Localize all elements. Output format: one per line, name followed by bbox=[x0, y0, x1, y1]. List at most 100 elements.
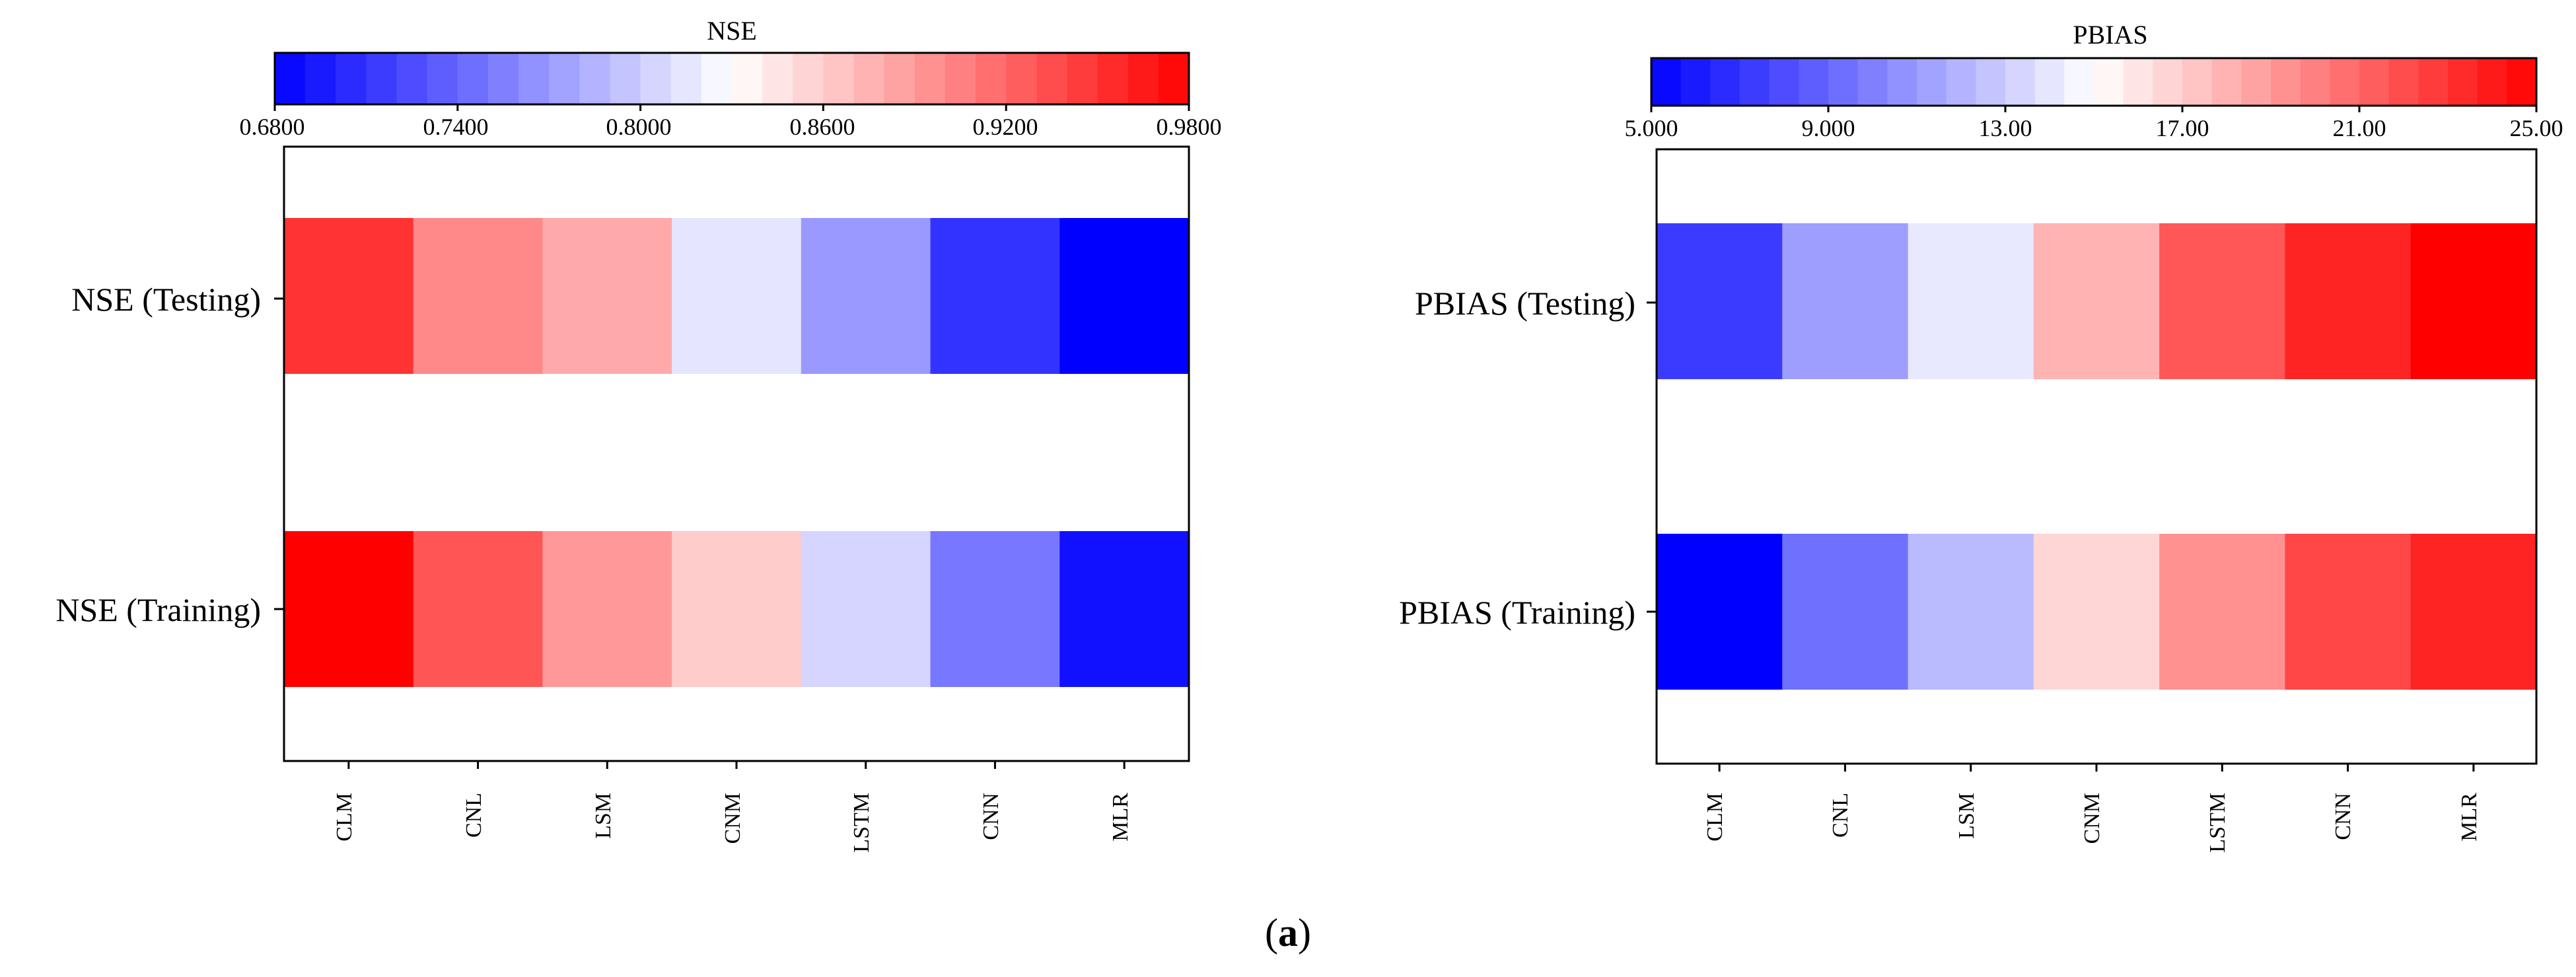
nse-colorbar-step bbox=[762, 53, 793, 104]
pbias-colorbar-step bbox=[1740, 58, 1770, 106]
pbias-colorbar-step bbox=[1857, 58, 1888, 106]
nse-colorbar-frame bbox=[273, 52, 1190, 106]
pbias-cb-tick: 25.00 bbox=[2510, 115, 2563, 141]
pbias-colorbar-step bbox=[1769, 58, 1799, 106]
pbias-colorbar-step bbox=[2300, 58, 2330, 106]
pbias-cell-pbias-training-clm bbox=[1657, 534, 1783, 690]
pbias-heatmap-cells bbox=[1657, 223, 2537, 690]
nse-cb-tick: 0.8600 bbox=[790, 114, 855, 140]
pbias-colorbar-step bbox=[2418, 58, 2449, 106]
pbias-cb-tick: 21.00 bbox=[2333, 115, 2386, 141]
nse-colorbar-step bbox=[976, 53, 1007, 104]
pbias-category-label: CLM bbox=[1703, 793, 1727, 842]
nse-category-label: CNL bbox=[462, 793, 486, 838]
pbias-colorbar-step bbox=[1651, 58, 1682, 106]
nse-cb-tick: 0.8000 bbox=[606, 114, 672, 140]
nse-colorbar-step bbox=[610, 53, 641, 104]
nse-category-label: LSM bbox=[591, 793, 616, 839]
nse-colorbar-step bbox=[519, 53, 550, 104]
nse-category-label: CNN bbox=[979, 793, 1003, 840]
pbias-category-label: LSM bbox=[1954, 793, 1979, 839]
pbias-cell-pbias-testing-clm bbox=[1657, 223, 1783, 379]
figure-caption: (a) bbox=[1265, 911, 1311, 955]
nse-category-label: CNM bbox=[721, 793, 745, 844]
pbias-colorbar-step bbox=[2359, 58, 2390, 106]
pbias-colorbar-step bbox=[1710, 58, 1740, 106]
pbias-cell-pbias-training-mlr bbox=[2410, 534, 2537, 690]
pbias-colorbar-step bbox=[2034, 58, 2065, 106]
nse-cell-nse-training-cnm bbox=[672, 531, 802, 687]
pbias-colorbar-step bbox=[1828, 58, 1859, 106]
pbias-cell-pbias-training-cnm bbox=[2033, 534, 2160, 690]
pbias-colorbar-step bbox=[2094, 58, 2124, 106]
pbias-colorbar-step bbox=[2448, 58, 2478, 106]
nse-category-label: MLR bbox=[1108, 793, 1133, 842]
nse-colorbar-step bbox=[1036, 53, 1068, 104]
nse-cell-nse-testing-cnn bbox=[930, 218, 1061, 374]
pbias-cell-pbias-testing-cnm bbox=[2033, 223, 2160, 379]
pbias-cell-pbias-testing-mlr bbox=[2410, 223, 2537, 379]
nse-row-label-testing: NSE (Testing) bbox=[71, 281, 261, 318]
nse-colorbar-step bbox=[1006, 53, 1037, 104]
nse-category-label: CLM bbox=[332, 793, 357, 842]
pbias-cell-pbias-training-lsm bbox=[1908, 534, 2034, 690]
nse-panel: NSE 0.6800 0.7400 0.8000 0.8600 0.9200 0… bbox=[55, 16, 1221, 853]
pbias-colorbar-step bbox=[2507, 58, 2537, 106]
pbias-colorbar-step bbox=[1887, 58, 1917, 106]
nse-cb-tick: 0.7400 bbox=[423, 114, 489, 140]
pbias-colorbar-step bbox=[1917, 58, 1947, 106]
caption-close: ) bbox=[1298, 911, 1311, 955]
nse-colorbar-step bbox=[945, 53, 976, 104]
nse-colorbar bbox=[275, 53, 1190, 104]
nse-colorbar-step bbox=[579, 53, 611, 104]
nse-cell-nse-testing-cnl bbox=[413, 218, 544, 374]
nse-colorbar-step bbox=[396, 53, 428, 104]
caption-open: ( bbox=[1265, 911, 1278, 955]
nse-cb-tick: 0.6800 bbox=[240, 114, 305, 140]
nse-colorbar-step bbox=[549, 53, 580, 104]
pbias-colorbar-ticks: 5.000 9.000 13.00 17.00 21.00 25.00 bbox=[1625, 106, 2563, 141]
nse-cell-nse-testing-lsm bbox=[542, 218, 672, 374]
pbias-category-label: CNL bbox=[1828, 793, 1853, 838]
nse-colorbar-step bbox=[670, 53, 702, 104]
nse-colorbar-step bbox=[853, 53, 885, 104]
nse-category-label: LSTM bbox=[849, 793, 874, 853]
pbias-category-ticks bbox=[1718, 764, 2475, 772]
pbias-colorbar-step bbox=[2211, 58, 2242, 106]
pbias-cell-pbias-testing-lsm bbox=[1908, 223, 2034, 379]
pbias-row-ticks bbox=[1647, 301, 1657, 613]
nse-row-label-training: NSE (Training) bbox=[55, 591, 261, 628]
nse-colorbar-step bbox=[701, 53, 733, 104]
pbias-cb-tick: 5.000 bbox=[1625, 115, 1678, 141]
pbias-row-label-testing: PBIAS (Testing) bbox=[1415, 285, 1635, 322]
nse-cell-nse-training-clm bbox=[284, 531, 414, 687]
pbias-cell-pbias-testing-lstm bbox=[2159, 223, 2286, 379]
nse-colorbar-step bbox=[336, 53, 367, 104]
nse-cell-nse-training-lstm bbox=[801, 531, 931, 687]
pbias-panel: PBIAS 5.000 9.000 13.00 17.00 21.00 25.0… bbox=[1399, 20, 2563, 853]
pbias-colorbar-step bbox=[2271, 58, 2301, 106]
nse-colorbar-step bbox=[793, 53, 824, 104]
pbias-cell-pbias-training-cnn bbox=[2285, 534, 2412, 690]
nse-cell-nse-testing-mlr bbox=[1059, 218, 1190, 374]
nse-cell-nse-training-cnn bbox=[930, 531, 1061, 687]
pbias-colorbar-step bbox=[1799, 58, 1829, 106]
pbias-colorbar-step bbox=[2123, 58, 2153, 106]
pbias-cell-pbias-testing-cnn bbox=[2285, 223, 2412, 379]
pbias-category-labels: CLM CNL LSM CNM LSTM CNN MLR bbox=[1703, 793, 2482, 853]
nse-colorbar-step bbox=[1127, 53, 1159, 104]
nse-cb-tick: 0.9800 bbox=[1157, 114, 1222, 140]
pbias-colorbar-step bbox=[2330, 58, 2360, 106]
nse-cb-tick: 0.9200 bbox=[973, 114, 1038, 140]
nse-heatmap-cells bbox=[284, 218, 1190, 687]
pbias-colorbar-step bbox=[2477, 58, 2507, 106]
pbias-colorbar-step bbox=[2064, 58, 2094, 106]
pbias-colorbar-title: PBIAS bbox=[2073, 20, 2147, 50]
nse-colorbar-ticks: 0.6800 0.7400 0.8000 0.8600 0.9200 0.980… bbox=[240, 104, 1222, 140]
pbias-colorbar-step bbox=[2241, 58, 2272, 106]
pbias-cell-pbias-testing-cnl bbox=[1782, 223, 1909, 379]
pbias-category-label: CNN bbox=[2331, 793, 2355, 840]
pbias-colorbar-frame bbox=[1650, 57, 2538, 107]
nse-colorbar-step bbox=[914, 53, 946, 104]
